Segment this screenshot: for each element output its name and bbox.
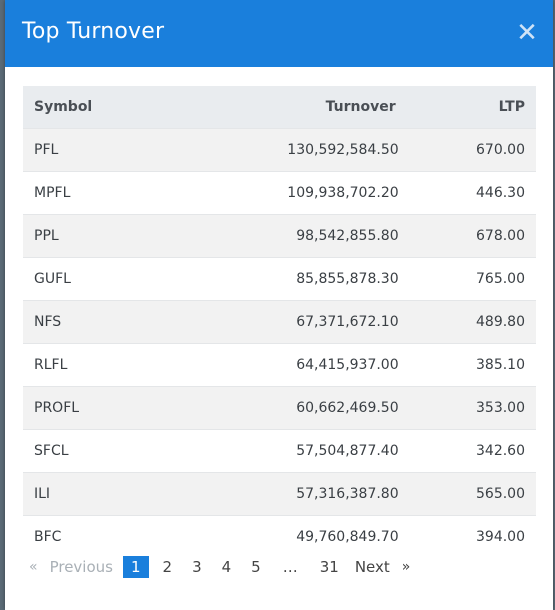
page-button-1[interactable]: 1 bbox=[122, 556, 149, 578]
cell-symbol: PROFL bbox=[34, 399, 80, 416]
cell-ltp: 489.80 bbox=[476, 313, 525, 330]
table-body: PFL 130,592,584.50 670.00 MPFL 109,938,702.2… bbox=[23, 128, 536, 558]
column-header-symbol[interactable]: Symbol bbox=[34, 98, 93, 115]
page-button-last[interactable]: 31 bbox=[319, 558, 339, 576]
table-row[interactable]: BFC 49,760,849.70 394.00 bbox=[23, 515, 536, 558]
cell-turnover: 109,938,702.20 bbox=[287, 184, 399, 201]
cell-symbol: SFCL bbox=[34, 442, 69, 459]
modal-header: Top Turnover ✕ bbox=[5, 0, 553, 67]
cell-turnover: 57,504,877.40 bbox=[296, 442, 399, 459]
cell-turnover: 60,662,469.50 bbox=[296, 399, 399, 416]
modal-title: Top Turnover bbox=[22, 19, 165, 44]
cell-symbol: PPL bbox=[34, 227, 59, 244]
table-row[interactable]: PPL 98,542,855.80 678.00 bbox=[23, 214, 536, 257]
table-row[interactable]: SFCL 57,504,877.40 342.60 bbox=[23, 429, 536, 472]
page-button-4[interactable]: 4 bbox=[221, 558, 232, 576]
previous-page-button[interactable]: Previous bbox=[49, 558, 113, 576]
cell-ltp: 765.00 bbox=[476, 270, 525, 287]
table-row[interactable]: GUFL 85,855,878.30 765.00 bbox=[23, 257, 536, 300]
cell-ltp: 678.00 bbox=[476, 227, 525, 244]
cell-ltp: 670.00 bbox=[476, 141, 525, 158]
column-header-turnover[interactable]: Turnover bbox=[325, 98, 396, 115]
cell-ltp: 342.60 bbox=[476, 442, 525, 459]
cell-symbol: RLFL bbox=[34, 356, 68, 373]
cell-ltp: 353.00 bbox=[476, 399, 525, 416]
cell-ltp: 385.10 bbox=[476, 356, 525, 373]
page-button-5[interactable]: 5 bbox=[251, 558, 261, 576]
column-header-ltp[interactable]: LTP bbox=[498, 98, 525, 115]
cell-symbol: PFL bbox=[34, 141, 59, 158]
table-row[interactable]: ILI 57,316,387.80 565.00 bbox=[23, 472, 536, 515]
cell-symbol: NFS bbox=[34, 313, 62, 330]
cell-turnover: 49,760,849.70 bbox=[296, 528, 399, 545]
cell-turnover: 130,592,584.50 bbox=[287, 141, 399, 158]
cell-turnover: 64,415,937.00 bbox=[296, 356, 399, 373]
turnover-table-wrapper: Symbol Turnover LTP PFL 130,592,584.50 670… bbox=[23, 86, 536, 558]
table-row[interactable]: RLFL 64,415,937.00 385.10 bbox=[23, 343, 536, 386]
page-button-3[interactable]: 3 bbox=[192, 558, 202, 576]
table-row[interactable]: NFS 67,371,672.10 489.80 bbox=[23, 300, 536, 343]
top-turnover-modal: Top Turnover ✕ Symbol Turnover LTP PFL 13… bbox=[5, 0, 553, 610]
pagination-ellipsis: … bbox=[282, 558, 298, 576]
cell-symbol: MPFL bbox=[34, 184, 71, 201]
table-row[interactable]: MPFL 109,938,702.20 446.30 bbox=[23, 171, 536, 214]
next-page-button[interactable]: Next bbox=[354, 558, 390, 576]
next-arrow-icon: » bbox=[401, 559, 411, 575]
cell-turnover: 67,371,672.10 bbox=[296, 313, 399, 330]
cell-symbol: GUFL bbox=[34, 270, 71, 287]
turnover-table: Symbol Turnover LTP PFL 130,592,584.50 670… bbox=[23, 86, 536, 558]
table-row[interactable]: PROFL 60,662,469.50 353.00 bbox=[23, 386, 536, 429]
page-button-2[interactable]: 2 bbox=[162, 558, 173, 576]
cell-ltp: 394.00 bbox=[476, 528, 525, 545]
table-header: Symbol Turnover LTP bbox=[23, 86, 536, 128]
cell-ltp: 446.30 bbox=[476, 184, 525, 201]
cell-symbol: ILI bbox=[34, 485, 51, 502]
cell-turnover: 98,542,855.80 bbox=[296, 227, 399, 244]
cell-symbol: BFC bbox=[34, 528, 62, 545]
table-header-row: Symbol Turnover LTP bbox=[23, 86, 536, 128]
previous-arrow-icon: « bbox=[29, 559, 38, 575]
close-icon[interactable]: ✕ bbox=[516, 18, 538, 48]
cell-turnover: 57,316,387.80 bbox=[296, 485, 399, 502]
cell-ltp: 565.00 bbox=[476, 485, 525, 502]
table-row[interactable]: PFL 130,592,584.50 670.00 bbox=[23, 128, 536, 171]
cell-turnover: 85,855,878.30 bbox=[296, 270, 399, 287]
